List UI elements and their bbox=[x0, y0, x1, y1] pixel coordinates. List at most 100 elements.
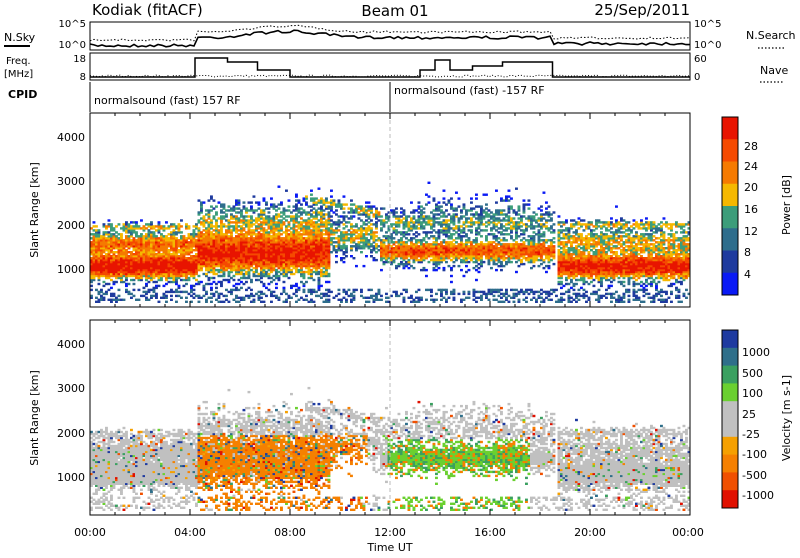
rti-cell bbox=[238, 199, 241, 201]
rti-cell bbox=[343, 211, 346, 213]
rti-cell bbox=[285, 190, 288, 192]
rti-cell bbox=[95, 289, 98, 291]
rti-cell bbox=[140, 227, 143, 229]
rti-cell bbox=[168, 291, 171, 293]
rti-cell bbox=[490, 221, 493, 223]
rti-cell bbox=[495, 235, 498, 237]
rti-cell bbox=[503, 237, 506, 239]
rti-cell bbox=[120, 299, 123, 301]
rti-cell bbox=[148, 223, 151, 225]
rti-cell bbox=[133, 237, 136, 239]
rti-cell bbox=[400, 207, 403, 209]
rti-cell bbox=[345, 203, 348, 205]
rti-cell bbox=[310, 205, 313, 207]
rti-cell bbox=[313, 301, 316, 303]
rti-cell bbox=[248, 209, 251, 211]
rti-cell bbox=[520, 229, 523, 231]
rti-cell bbox=[193, 225, 196, 227]
rti-cell bbox=[255, 279, 258, 281]
rti-cell bbox=[328, 205, 331, 207]
rti-cell bbox=[338, 219, 341, 221]
rti-cell bbox=[505, 243, 508, 245]
rti-cell bbox=[425, 269, 428, 271]
rti-cell bbox=[490, 241, 493, 243]
rti-cell bbox=[305, 271, 308, 273]
rti-cell bbox=[130, 293, 133, 295]
rti-cell bbox=[308, 289, 311, 291]
rti-cell bbox=[360, 295, 363, 297]
rti-cell bbox=[398, 239, 401, 241]
rti-cell bbox=[215, 299, 218, 301]
rti-cell bbox=[193, 289, 196, 291]
rti-cell bbox=[470, 241, 473, 243]
rti-cell bbox=[335, 295, 338, 297]
rti-cell bbox=[245, 215, 248, 217]
rti-cell bbox=[365, 255, 368, 257]
rti-cell bbox=[545, 297, 548, 299]
rti-cell bbox=[465, 233, 468, 235]
rti-cell bbox=[503, 233, 506, 235]
rti-cell bbox=[180, 291, 183, 293]
rti-cell bbox=[533, 235, 536, 237]
rti-cell bbox=[375, 221, 378, 223]
rti-cell bbox=[440, 299, 443, 301]
rti-cell bbox=[438, 221, 441, 223]
rti-cell bbox=[415, 297, 418, 299]
rti-cell bbox=[260, 297, 263, 299]
rti-cell bbox=[323, 233, 326, 235]
rti-cell bbox=[518, 221, 521, 223]
rti-cell bbox=[205, 273, 208, 275]
rti-cell bbox=[245, 289, 248, 291]
rti-cell bbox=[408, 259, 411, 261]
rti-cell bbox=[208, 297, 211, 299]
rti-cell bbox=[535, 213, 538, 215]
rti-cell bbox=[470, 213, 473, 215]
rti-cell bbox=[150, 221, 153, 223]
rti-cell bbox=[385, 297, 388, 299]
rti-cell bbox=[503, 225, 506, 227]
rti-cell bbox=[418, 205, 421, 207]
rti-cell bbox=[455, 207, 458, 209]
rti-cell bbox=[240, 281, 243, 283]
rti-cell bbox=[348, 289, 351, 291]
rti-cell bbox=[273, 291, 276, 293]
rti-cell bbox=[335, 213, 338, 215]
rti-cell bbox=[215, 287, 218, 289]
rti-cell bbox=[385, 231, 388, 233]
rti-cell bbox=[148, 281, 151, 283]
rti-cell bbox=[155, 285, 158, 287]
rti-cell bbox=[183, 291, 186, 293]
rti-cell bbox=[300, 217, 303, 219]
rti-cell bbox=[343, 231, 346, 233]
rti-cell bbox=[373, 257, 376, 259]
rti-cell bbox=[243, 215, 246, 217]
rti-cell bbox=[358, 227, 361, 229]
rti-cell bbox=[193, 293, 196, 295]
rti-cell bbox=[200, 297, 203, 299]
rti-cell bbox=[303, 299, 306, 301]
rti-cell bbox=[428, 237, 431, 239]
rti-cell bbox=[278, 207, 281, 209]
rti-cell bbox=[168, 225, 171, 227]
rti-cell bbox=[450, 291, 453, 293]
rti-cell bbox=[353, 203, 356, 205]
rti-cell bbox=[143, 291, 146, 293]
rti-cell bbox=[275, 221, 278, 223]
rti-cell bbox=[448, 265, 451, 267]
rti-cell bbox=[498, 217, 501, 219]
rti-cell bbox=[378, 237, 381, 239]
rti-cell bbox=[355, 235, 358, 237]
rti-cell bbox=[230, 213, 233, 215]
rti-cell bbox=[413, 267, 416, 269]
rti-cell bbox=[140, 219, 143, 221]
rti-cell bbox=[418, 289, 421, 291]
rti-cell bbox=[100, 295, 103, 297]
rti-cell bbox=[223, 233, 226, 235]
freq-label: Freq. bbox=[6, 56, 31, 67]
rti-cell bbox=[228, 205, 231, 207]
rti-cell bbox=[423, 267, 426, 269]
rti-cell bbox=[530, 215, 533, 217]
rti-cell bbox=[468, 217, 471, 219]
rti-cell bbox=[180, 297, 183, 299]
rti-cell bbox=[503, 229, 506, 231]
